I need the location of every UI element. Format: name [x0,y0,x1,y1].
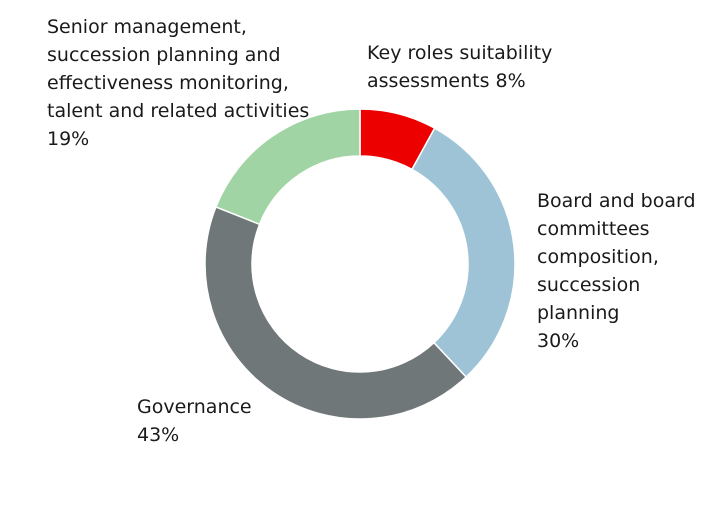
slice-label-0: Key roles suitability assessments 8% [367,39,552,95]
slice-label-line: talent and related activities [47,100,310,122]
donut-slice-1 [411,127,516,379]
slice-label-line: planning [537,302,620,324]
slice-label-line: Governance [137,396,252,418]
slice-label-line: succession [537,274,641,296]
slice-label-line: Board and board [537,190,696,212]
slice-label-3: Senior management, succession planning an… [47,13,309,153]
slice-label-line: assessments 8% [367,70,526,92]
slice-label-line: 43% [137,424,180,446]
donut-slice-3 [214,108,361,226]
slice-label-line: 19% [47,128,90,150]
slice-label-line: effectiveness monitoring, [47,72,289,94]
slice-label-line: Senior management, [47,16,247,38]
slice-label-line: Key roles suitability [367,42,553,64]
slice-label-1: Board and board committees composition, suc… [537,187,696,355]
donut-slice-2 [204,205,468,420]
slice-label-line: 30% [537,330,580,352]
slice-label-2: Governance 43% [137,393,252,449]
slice-label-line: succession planning and [47,44,281,66]
slice-label-line: composition, [537,246,659,268]
slice-label-line: committees [537,218,650,240]
